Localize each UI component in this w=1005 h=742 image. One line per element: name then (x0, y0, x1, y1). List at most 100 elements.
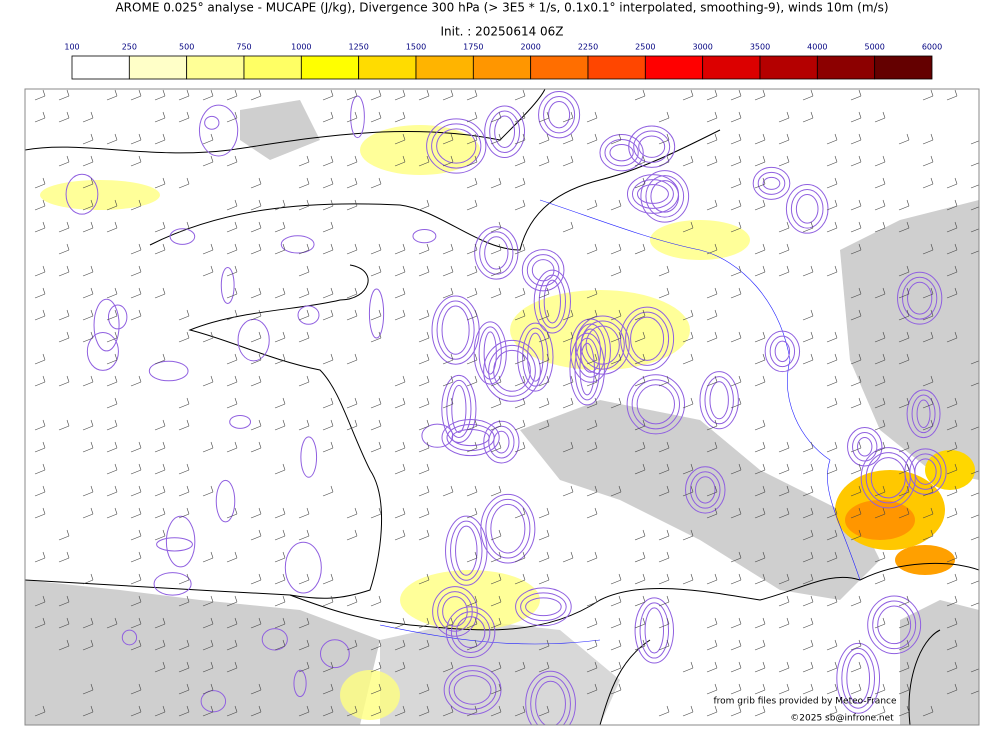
barb (298, 375, 310, 387)
barb (874, 155, 886, 167)
barb (418, 529, 430, 541)
contour (121, 629, 138, 646)
barb (106, 89, 118, 101)
contour (604, 138, 639, 167)
barb (874, 331, 886, 343)
barb (202, 89, 214, 101)
barb (610, 199, 622, 211)
contour (695, 476, 716, 504)
contour (261, 628, 288, 651)
barb (778, 265, 790, 277)
contour (644, 607, 665, 654)
barb (106, 507, 118, 519)
contour (916, 399, 931, 429)
barb (586, 397, 598, 409)
barb (58, 221, 70, 233)
colorbar-label: 4000 (807, 43, 827, 52)
barb (154, 529, 166, 541)
contour (626, 174, 679, 214)
contour (633, 130, 671, 163)
barb (418, 331, 430, 343)
barb (346, 397, 358, 409)
barb (850, 287, 862, 299)
barb (586, 507, 598, 519)
barb (130, 639, 142, 651)
contour (574, 323, 606, 378)
barb (490, 243, 502, 255)
colorbar-cell (472, 55, 532, 80)
barb (130, 595, 142, 607)
barb (58, 265, 70, 277)
barb (946, 595, 958, 607)
barb (898, 463, 910, 475)
barb (802, 89, 814, 101)
barb (250, 243, 262, 255)
barb (130, 529, 142, 541)
barb (778, 155, 790, 167)
contour (841, 647, 876, 709)
barb (274, 617, 286, 629)
contour (634, 597, 675, 664)
barb (730, 331, 742, 343)
wind-barbs (34, 89, 979, 717)
barb (394, 375, 406, 387)
barb (370, 331, 382, 343)
contour (293, 669, 307, 698)
barb (946, 683, 958, 695)
barb (202, 639, 214, 651)
barb (394, 441, 406, 453)
barb (778, 441, 790, 453)
barb (754, 463, 766, 475)
barb (730, 683, 742, 695)
barb (970, 508, 979, 519)
barb (226, 111, 238, 123)
barb (178, 177, 190, 189)
barb (250, 441, 262, 453)
barb (490, 375, 502, 387)
barb (442, 243, 454, 255)
barb (466, 441, 478, 453)
barb (706, 683, 718, 695)
contour (857, 436, 873, 457)
barb (322, 661, 334, 673)
barb (562, 221, 574, 233)
barb (946, 419, 958, 431)
barb (250, 705, 262, 717)
barb (250, 199, 262, 211)
barb (490, 573, 502, 585)
barb (298, 177, 310, 189)
barb (610, 353, 622, 365)
barb (394, 639, 406, 651)
contour (521, 249, 565, 292)
barb (730, 133, 742, 145)
barb (562, 133, 574, 145)
barb (802, 639, 814, 651)
barb (730, 463, 742, 475)
barb (394, 661, 406, 673)
barb (730, 705, 742, 717)
barb (418, 199, 430, 211)
barb (394, 617, 406, 629)
barb (754, 133, 766, 145)
barb (298, 529, 310, 541)
contour (685, 466, 726, 514)
barb (850, 595, 862, 607)
contour (350, 95, 365, 139)
contour (631, 379, 680, 430)
barb (418, 441, 430, 453)
barb (82, 133, 94, 145)
barb (802, 507, 814, 519)
barb (322, 595, 334, 607)
barb (490, 529, 502, 541)
barb (586, 199, 598, 211)
barb (466, 353, 478, 365)
barb (34, 419, 46, 431)
barb (490, 485, 502, 497)
barb (394, 529, 406, 541)
barb (826, 463, 838, 475)
barb (946, 265, 958, 277)
contour (483, 339, 541, 402)
contour (450, 520, 483, 581)
barb (682, 221, 694, 233)
